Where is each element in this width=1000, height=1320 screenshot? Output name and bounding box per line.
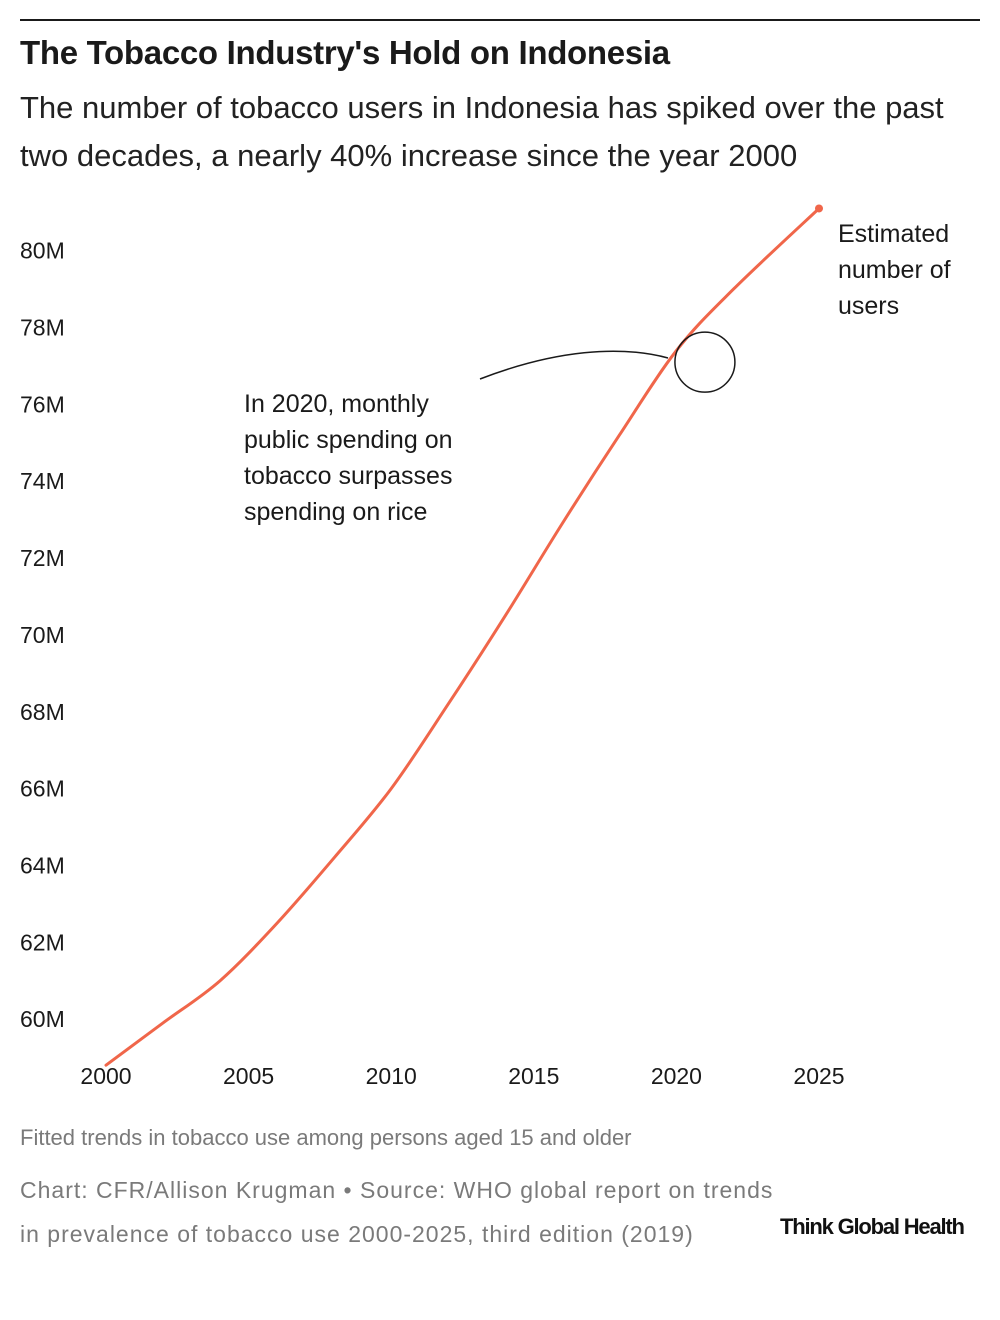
chart-credit: Chart: CFR/Allison Krugman • Source: WHO… — [20, 1177, 774, 1247]
series-line — [104, 207, 821, 1067]
y-tick-label: 72M — [20, 545, 65, 571]
chart-title: The Tobacco Industry's Hold on Indonesia — [20, 34, 670, 71]
x-tick-label: 2005 — [223, 1063, 274, 1089]
y-tick-label: 70M — [20, 622, 65, 648]
y-tick-label: 74M — [20, 468, 65, 494]
annotation-text: In 2020, monthly public spending on tobacc… — [244, 390, 453, 526]
top-rule — [20, 19, 980, 21]
x-tick-label: 2020 — [651, 1063, 702, 1089]
y-tick-label: 76M — [20, 391, 65, 417]
y-tick-label: 60M — [20, 1006, 65, 1032]
publisher-logo: Think Global Health — [780, 1214, 965, 1239]
chart-note: Fitted trends in tobacco use among perso… — [20, 1125, 632, 1150]
y-tick-label: 80M — [20, 238, 65, 264]
y-tick-label: 68M — [20, 699, 65, 725]
chart-subtitle: The number of tobacco users in Indonesia… — [20, 90, 944, 173]
x-tick-label: 2000 — [80, 1063, 131, 1089]
x-tick-label: 2025 — [793, 1063, 844, 1089]
x-tick-label: 2010 — [366, 1063, 417, 1089]
series-end-label: Estimated number of users — [838, 220, 951, 320]
y-tick-label: 62M — [20, 929, 65, 955]
x-tick-label: 2015 — [508, 1063, 559, 1089]
y-tick-label: 78M — [20, 315, 65, 341]
annotation-circle — [674, 331, 736, 393]
line-chart: 60M 62M 64M 66M 68M 70M 72M 74M 76M 78M 80M 2000 200… — [20, 204, 951, 1089]
annotation-connector — [479, 350, 669, 380]
y-tick-label: 66M — [20, 776, 65, 802]
series-end-point — [815, 204, 823, 213]
y-tick-label: 64M — [20, 852, 65, 878]
